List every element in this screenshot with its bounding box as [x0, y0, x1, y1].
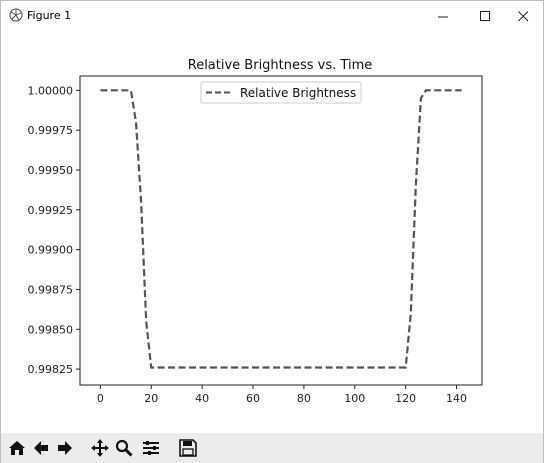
home-button[interactable] — [6, 437, 28, 459]
close-button[interactable] — [506, 1, 540, 31]
minimize-button[interactable] — [426, 1, 460, 31]
back-button[interactable] — [30, 437, 52, 459]
save-icon — [179, 439, 197, 457]
configure-subplots-icon — [143, 441, 159, 455]
plot-frame — [79, 75, 483, 386]
minimize-icon — [437, 16, 448, 17]
series-line-relative-brightness — [100, 89, 462, 369]
y-tick-label: 0.99950 — [28, 164, 74, 177]
title-bar[interactable]: Figure 1 — [1, 1, 543, 31]
close-icon — [517, 10, 528, 21]
x-tick-label: 20 — [144, 392, 158, 405]
back-icon — [34, 441, 48, 455]
legend: Relative Brightness — [200, 81, 362, 104]
x-tick-label: 140 — [446, 392, 467, 405]
save-button[interactable] — [177, 437, 199, 459]
configure-subplots-button[interactable] — [140, 437, 162, 459]
y-tick-label: 0.99825 — [28, 363, 74, 376]
y-tick-label: 1.00000 — [28, 84, 74, 97]
y-tick-label: 0.99925 — [28, 204, 74, 217]
x-tick-label: 40 — [195, 392, 209, 405]
x-tick-label: 60 — [246, 392, 260, 405]
y-tick-label: 0.99875 — [28, 283, 74, 296]
pan-icon — [91, 439, 109, 457]
maximize-icon — [479, 10, 490, 21]
navigation-toolbar — [1, 433, 543, 463]
matplotlib-icon — [9, 8, 23, 22]
forward-button[interactable] — [54, 437, 76, 459]
zoom-button[interactable] — [113, 437, 135, 459]
y-tick-label: 0.99850 — [28, 323, 74, 336]
x-tick-label: 0 — [97, 392, 104, 405]
line-chart: Relative Brightness vs. Time 0 20 40 60 80 10… — [28, 58, 483, 405]
y-tick-label: 0.99900 — [28, 244, 74, 257]
zoom-icon — [115, 439, 133, 457]
legend-label: Relative Brightness — [240, 86, 356, 100]
window-title: Figure 1 — [27, 9, 72, 22]
pan-button[interactable] — [89, 437, 111, 459]
legend-box — [200, 81, 362, 104]
x-tick-label: 100 — [344, 392, 365, 405]
home-icon — [9, 441, 25, 455]
y-tick-label: 0.99975 — [28, 124, 74, 137]
x-tick-label: 120 — [395, 392, 416, 405]
forward-icon — [58, 441, 72, 455]
chart-title: Relative Brightness vs. Time — [188, 58, 372, 73]
plot-canvas[interactable]: Relative Brightness vs. Time 0 20 40 60 80 10… — [1, 31, 543, 431]
x-tick-label: 80 — [297, 392, 311, 405]
maximize-button[interactable] — [468, 1, 502, 31]
